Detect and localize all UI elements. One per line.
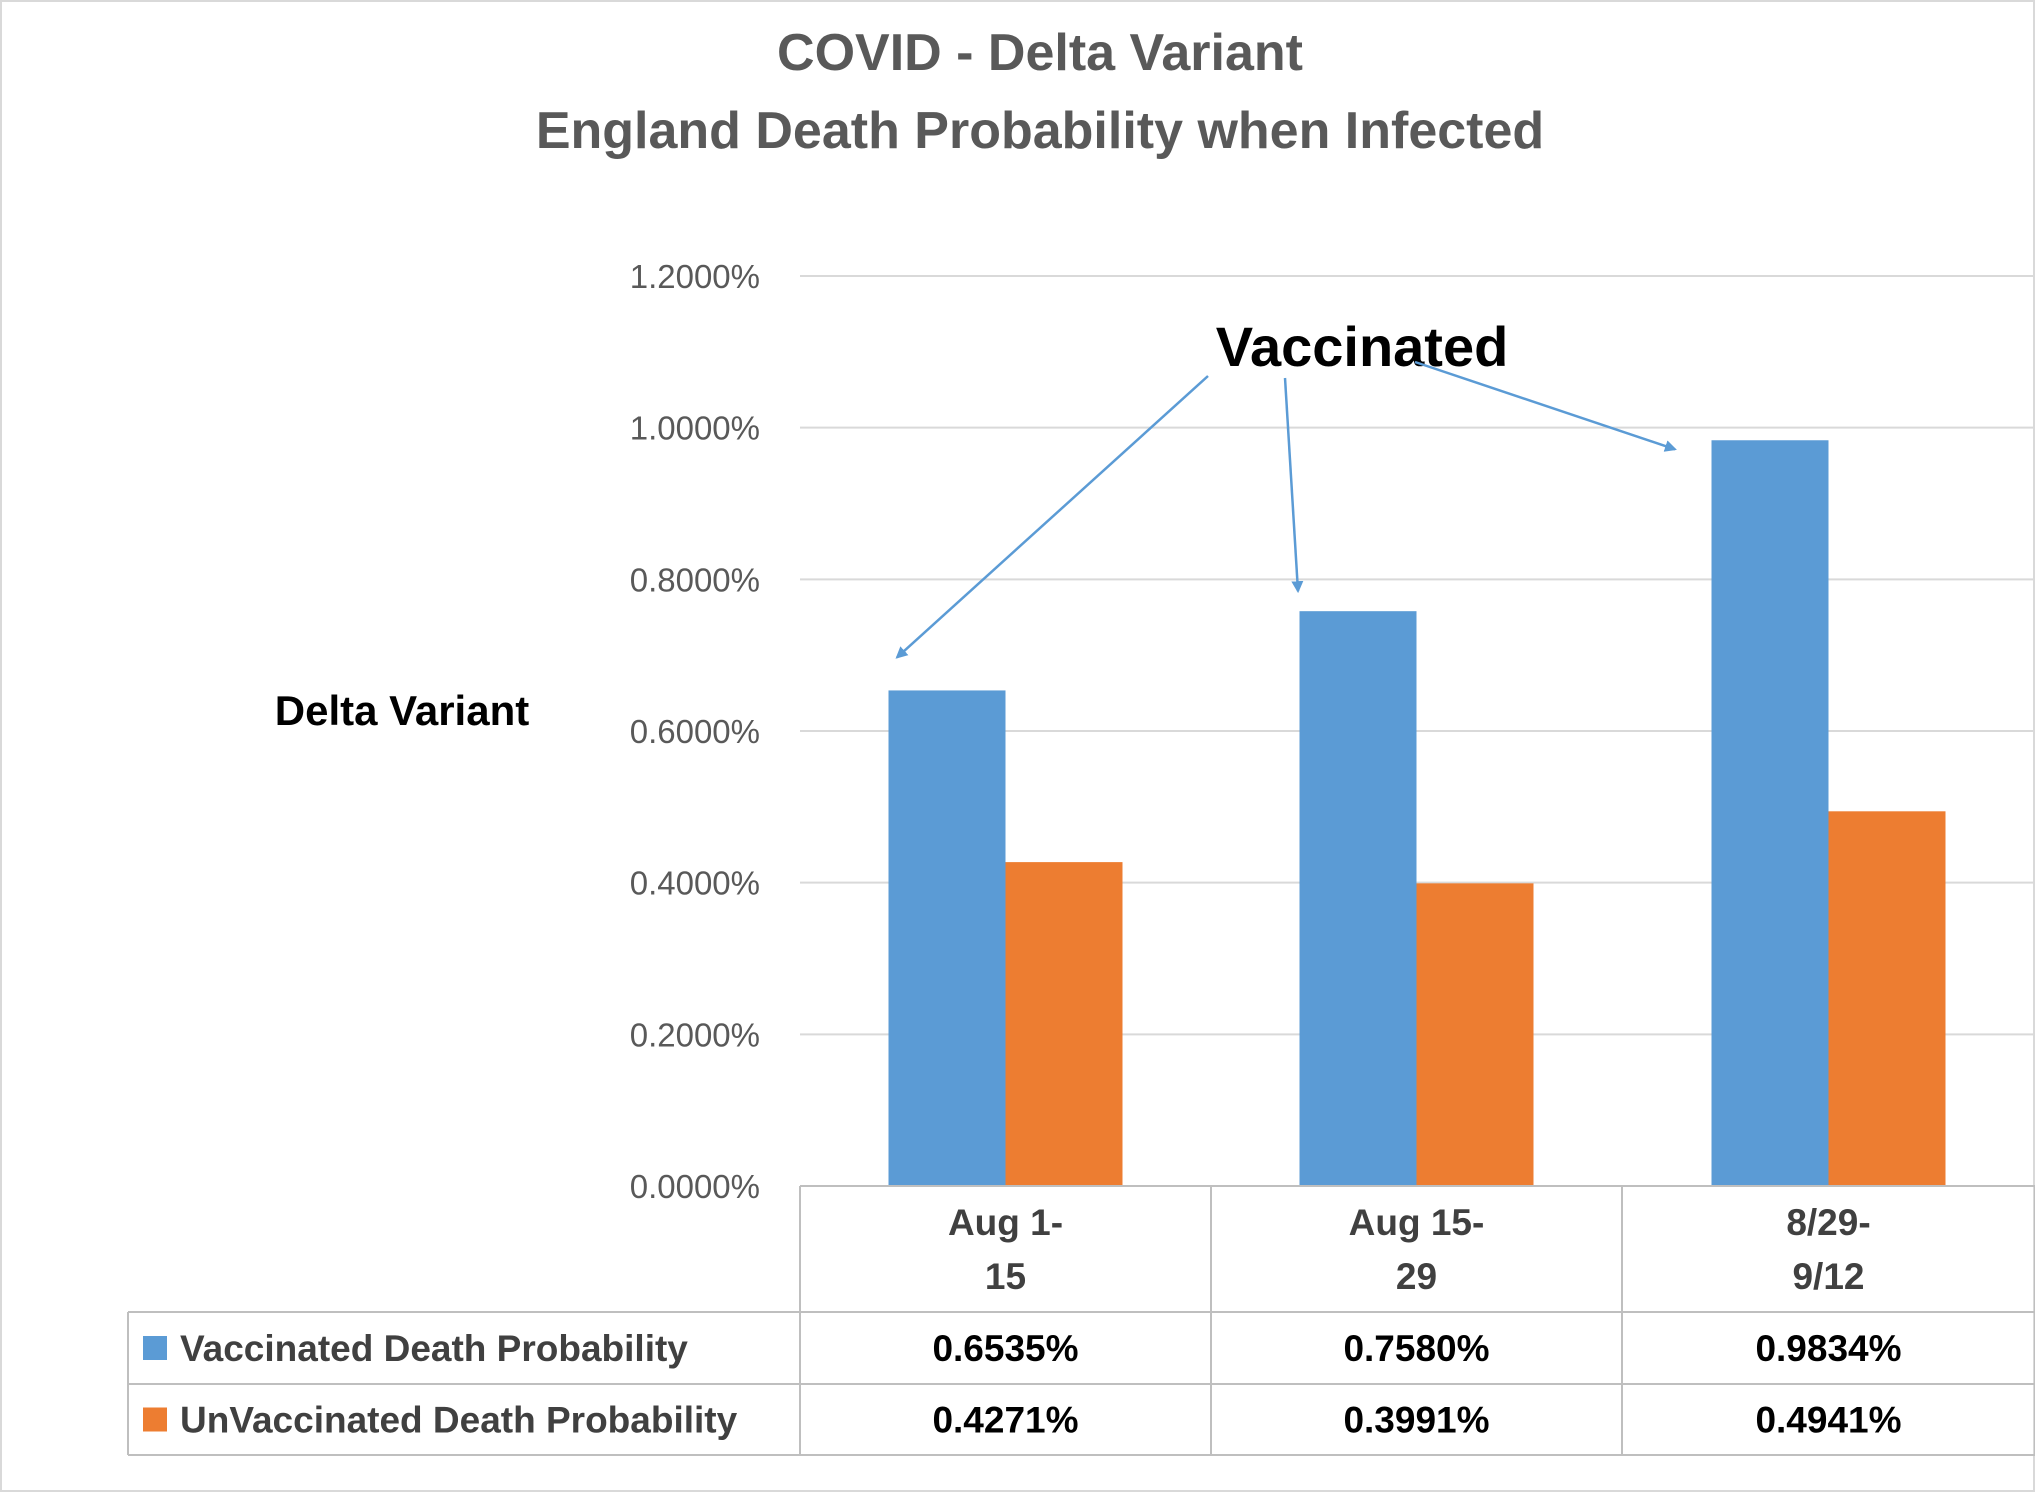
data-label: 0.3991% bbox=[1343, 1400, 1489, 1441]
annotation-label: Vaccinated bbox=[1216, 315, 1509, 378]
y-tick-label: 1.2000% bbox=[630, 258, 760, 295]
bar bbox=[1005, 862, 1123, 1186]
annotation-arrow bbox=[1414, 360, 1677, 452]
data-table: Aug 1- 15 Aug 15- 29 8/29- 9/12 Vaccinated Dea… bbox=[127, 1185, 2035, 1456]
annotation-arrow bbox=[895, 375, 1209, 659]
data-label: 0.7580% bbox=[1343, 1328, 1489, 1369]
y-axis-label: Delta Variant bbox=[275, 687, 529, 734]
chart-title: COVID - Delta Variant England Death Proba… bbox=[536, 24, 1544, 160]
y-tick-label: 0.8000% bbox=[630, 561, 760, 598]
y-tick-labels: 0.0000% 0.2000% 0.4000% 0.6000% 0.8000% 1.000… bbox=[630, 258, 760, 1205]
data-label: 0.4941% bbox=[1755, 1400, 1901, 1441]
y-tick-label: 1.0000% bbox=[630, 410, 760, 447]
chart-title-line: England Death Probability when Infected bbox=[536, 102, 1544, 160]
bar bbox=[1416, 883, 1534, 1186]
legend-key bbox=[143, 1407, 167, 1432]
y-tick-label: 0.4000% bbox=[630, 865, 760, 902]
category-label: 29 bbox=[1396, 1256, 1437, 1297]
category-label: 8/29- bbox=[1786, 1202, 1870, 1243]
bar bbox=[1828, 811, 1946, 1186]
legend-label: UnVaccinated Death Probability bbox=[180, 1400, 738, 1441]
annotation-arrow bbox=[1283, 377, 1304, 594]
bar bbox=[888, 690, 1006, 1186]
category-label: Aug 15- bbox=[1349, 1202, 1485, 1243]
y-tick-label: 0.0000% bbox=[630, 1168, 760, 1205]
chart-title-line: COVID - Delta Variant bbox=[777, 24, 1303, 82]
category-label: 9/12 bbox=[1792, 1256, 1864, 1297]
annotation: Vaccinated bbox=[895, 315, 1677, 659]
bars bbox=[888, 440, 1946, 1186]
category-label: 15 bbox=[985, 1256, 1026, 1297]
bar bbox=[1299, 611, 1417, 1186]
data-label: 0.9834% bbox=[1755, 1328, 1901, 1369]
data-label: 0.4271% bbox=[932, 1400, 1078, 1441]
y-tick-label: 0.2000% bbox=[630, 1016, 760, 1053]
category-label: Aug 1- bbox=[948, 1202, 1063, 1243]
legend-label: Vaccinated Death Probability bbox=[180, 1328, 688, 1369]
legend-key bbox=[143, 1336, 167, 1360]
y-tick-label: 0.6000% bbox=[630, 713, 760, 750]
data-label: 0.6535% bbox=[932, 1328, 1078, 1369]
bar bbox=[1711, 440, 1829, 1186]
